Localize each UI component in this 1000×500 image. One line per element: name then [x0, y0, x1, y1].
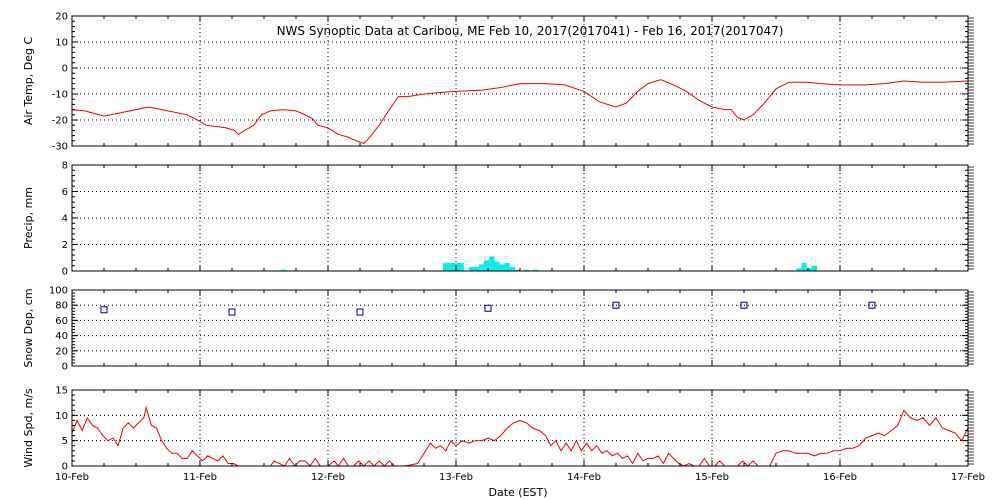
- panel-temp: -30 -20 -10 0 10 20 Air Temp, Deg C: [22, 12, 974, 153]
- y-tick-label: 10: [55, 411, 68, 422]
- y-tick-label: -10: [52, 90, 68, 101]
- y-tick-label: 0: [62, 362, 68, 373]
- y-tick-label: 2: [62, 240, 68, 251]
- precip-bar: [443, 263, 449, 271]
- y-tick-label: 15: [55, 386, 68, 397]
- y-tick-label: 100: [49, 286, 68, 297]
- precip-bar: [473, 267, 480, 271]
- y-tick-label: 0: [62, 64, 68, 75]
- y-tick-label: 0: [62, 267, 68, 278]
- snow-depth-point: [100, 306, 108, 314]
- y-tick-label: 8: [62, 161, 68, 172]
- precip-bar: [458, 263, 464, 271]
- precip-bar: [504, 263, 510, 271]
- panel-wind: 0 5 10 15 Wind Spd, m/s: [22, 386, 974, 473]
- x-tick-label: 16-Feb: [823, 472, 857, 483]
- precip-bar: [484, 260, 490, 271]
- x-tick-label: 13-Feb: [439, 472, 473, 483]
- precip-bar: [468, 267, 475, 271]
- precip-y-axis-label: Precip, mm: [22, 187, 35, 249]
- snow-depth-point: [356, 308, 364, 316]
- y-tick-label: -20: [52, 116, 68, 127]
- y-tick-label: 4: [62, 214, 68, 225]
- precip-bar: [494, 261, 500, 271]
- snow-depth-point: [868, 301, 876, 309]
- precip-bar: [796, 268, 802, 271]
- precip-bar: [499, 264, 505, 271]
- y-tick-label: 60: [55, 316, 68, 327]
- y-tick-label: 10: [55, 38, 68, 49]
- snow-depth-point: [740, 301, 748, 309]
- x-tick-label: 11-Feb: [183, 472, 217, 483]
- panels: -30 -20 -10 0 10 20 Air Temp, Deg C 0 2 4 6 8 Precip…: [22, 12, 974, 473]
- x-tick-labels: 10-Feb 11-Feb 12-Feb 13-Feb 14-Feb 15-Feb 16-F…: [55, 472, 985, 483]
- x-axis-label: Date (EST): [488, 486, 547, 499]
- precip-bar: [514, 269, 521, 271]
- y-tick-label: 80: [55, 301, 68, 312]
- x-tick-label: 17-Feb: [951, 472, 985, 483]
- snow-depth-point: [228, 308, 236, 316]
- y-tick-label: 20: [55, 12, 68, 23]
- x-tick-label: 12-Feb: [311, 472, 345, 483]
- panel-snow: 0 20 40 60 80 100 Snow Dep, cm: [22, 286, 974, 373]
- temp-y-axis-label: Air Temp, Deg C: [22, 37, 35, 126]
- y-tick-label: 6: [62, 187, 68, 198]
- precip-bar: [532, 269, 539, 271]
- y-tick-label: 0: [62, 462, 68, 473]
- chart-title: NWS Synoptic Data at Caribou, ME Feb 10,…: [277, 24, 784, 38]
- precip-bar: [801, 263, 807, 271]
- y-tick-label: 20: [55, 346, 68, 357]
- x-tick-label: 10-Feb: [55, 472, 89, 483]
- x-tick-label: 14-Feb: [567, 472, 601, 483]
- precip-bar: [806, 268, 812, 271]
- y-tick-label: -30: [52, 142, 68, 153]
- precip-bar: [280, 269, 286, 271]
- panel-precip: 0 2 4 6 8 Precip, mm: [22, 161, 974, 278]
- precip-bar: [448, 263, 454, 271]
- snow-depth-point: [484, 304, 492, 312]
- wind-series-line: [71, 405, 969, 467]
- precip-bar: [811, 265, 818, 271]
- snow-y-axis-label: Snow Dep, cm: [22, 288, 35, 367]
- wind-y-axis-label: Wind Spd, m/s: [22, 388, 35, 468]
- precip-bar: [478, 264, 485, 271]
- precip-bar: [509, 267, 515, 271]
- panel-frame: [71, 289, 969, 367]
- y-tick-label: 5: [62, 436, 68, 447]
- precip-bar: [523, 269, 530, 271]
- x-tick-label: 15-Feb: [695, 472, 729, 483]
- panel-frame: [71, 389, 969, 467]
- precip-bar: [489, 256, 495, 271]
- snow-depth-point: [612, 301, 620, 309]
- temp-series-line: [71, 79, 969, 144]
- y-tick-label: 40: [55, 331, 68, 342]
